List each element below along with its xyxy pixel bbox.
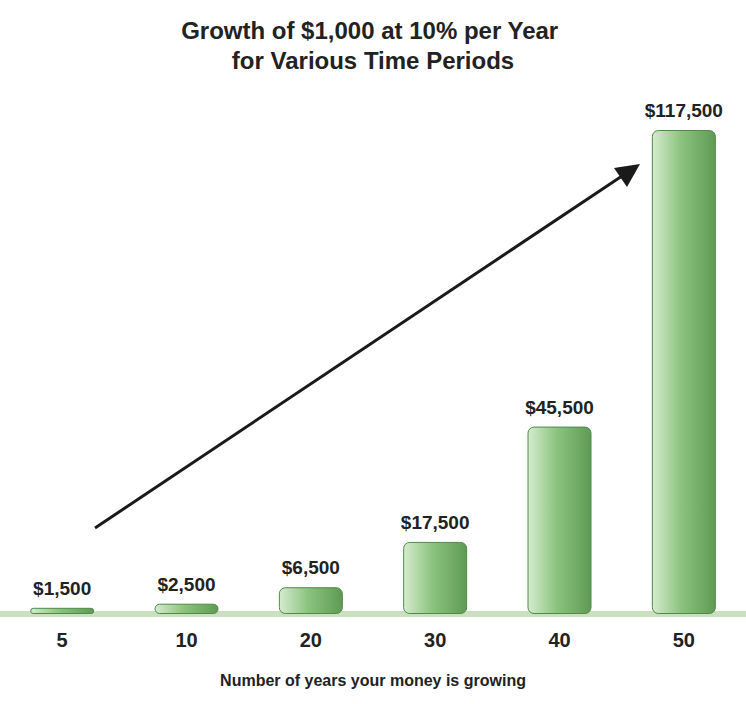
svg-text:50: 50 <box>673 629 695 651</box>
svg-text:10: 10 <box>175 629 197 651</box>
svg-text:$45,500: $45,500 <box>525 397 594 418</box>
svg-text:$117,500: $117,500 <box>645 100 723 121</box>
svg-text:5: 5 <box>57 629 68 651</box>
svg-text:$17,500: $17,500 <box>401 512 470 533</box>
svg-text:20: 20 <box>300 629 322 651</box>
svg-text:30: 30 <box>424 629 446 651</box>
svg-text:$6,500: $6,500 <box>282 557 340 578</box>
svg-text:Growth of $1,000 at 10% per Ye: Growth of $1,000 at 10% per Year <box>181 17 565 44</box>
svg-text:40: 40 <box>548 629 570 651</box>
svg-text:for Various Time Periods: for Various Time Periods <box>232 47 514 74</box>
svg-text:$2,500: $2,500 <box>157 574 215 595</box>
svg-text:Number of years your money is: Number of years your money is growing <box>220 672 526 689</box>
svg-text:$1,500: $1,500 <box>33 578 91 599</box>
